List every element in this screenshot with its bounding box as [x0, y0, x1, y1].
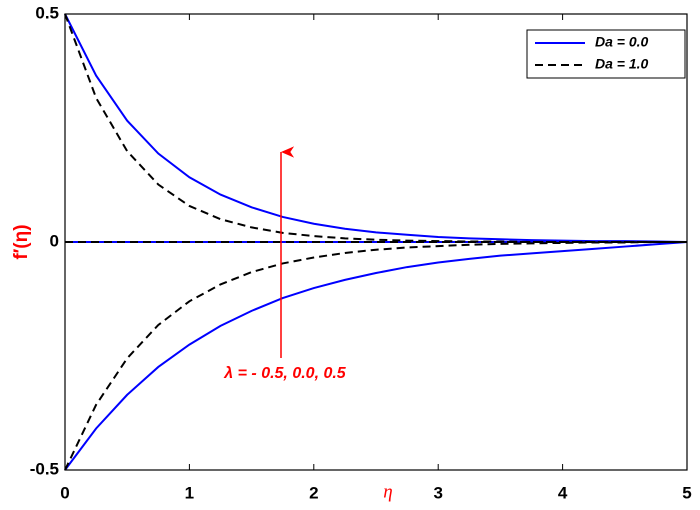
x-tick-label: 0 [60, 483, 69, 502]
series-line [64, 241, 687, 471]
x-tick-label: 1 [185, 483, 194, 502]
lines [64, 13, 688, 471]
legend [526, 29, 686, 79]
legend-label: Da = 1.0 [595, 56, 649, 72]
y-tick-label: 0.5 [35, 3, 59, 22]
x-tick-label: 2 [309, 483, 318, 502]
y-axis-label: f′(η) [11, 224, 32, 259]
series-line [64, 241, 688, 471]
x-axis-label: η [383, 481, 392, 502]
y-tick-label: -0.5 [30, 459, 59, 478]
x-tick-label: 3 [433, 483, 442, 502]
x-tick-label: 5 [682, 483, 691, 502]
legend-label: Da = 0.0 [595, 34, 649, 50]
y-tick-label: 0 [50, 231, 59, 250]
series-line [64, 13, 688, 243]
series-line [64, 13, 687, 243]
x-tick-label: 4 [558, 483, 568, 502]
annotation: λ = - 0.5, 0.0, 0.5 [223, 365, 347, 382]
